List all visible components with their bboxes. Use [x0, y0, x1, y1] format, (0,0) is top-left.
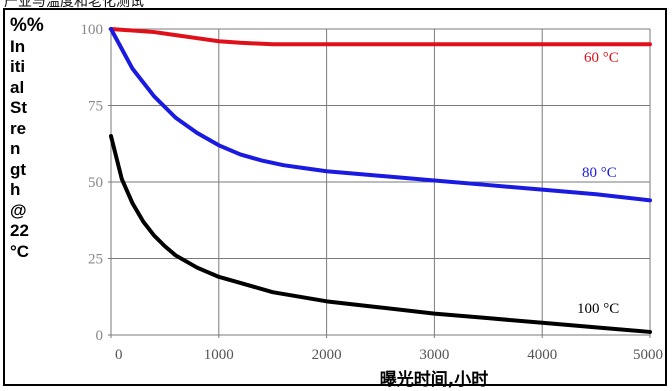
clipped-header: 产业与温度和老化测试 — [0, 0, 672, 8]
clipped-header-text: 产业与温度和老化测试 — [4, 0, 144, 8]
y-axis-unit: %% — [10, 15, 44, 36]
series-label-1: 60 °C — [584, 50, 619, 66]
x-ticks: 0 1000 2000 3000 4000 5000 — [115, 347, 663, 363]
x-tick-label: 1000 — [204, 347, 234, 363]
series-line-1 — [109, 27, 652, 47]
x-tick-label: 2000 — [312, 347, 342, 363]
y-axis-title: In iti al St re n gt h @ 22 °C — [10, 36, 30, 261]
y-tick-label: 100 — [81, 22, 104, 38]
y-tick-label: 50 — [88, 175, 103, 191]
series-labels: 60 °C 80 °C 100 °C — [577, 50, 619, 317]
y-ticks: 0 25 50 75 100 — [81, 22, 104, 344]
x-tick-label: 4000 — [527, 347, 557, 363]
chart-frame — [3, 8, 667, 386]
series-lines — [109, 27, 652, 334]
y-tick-label: 25 — [88, 252, 103, 268]
y-axis-label: %% In iti al St re n gt h @ 22 °C — [10, 15, 70, 262]
series-label-3: 100 °C — [577, 301, 619, 317]
series-line-2 — [109, 27, 652, 203]
x-tick-label: 5000 — [633, 347, 663, 363]
x-tick-label: 0 — [115, 347, 123, 363]
x-axis-label: 曝光时间,小时 — [379, 370, 489, 390]
y-tick-label: 0 — [96, 328, 104, 344]
series-line-3 — [109, 134, 652, 334]
series-label-2: 80 °C — [582, 165, 617, 181]
x-tick-label: 3000 — [419, 347, 449, 363]
grid — [108, 28, 651, 338]
y-tick-label: 75 — [88, 99, 103, 115]
